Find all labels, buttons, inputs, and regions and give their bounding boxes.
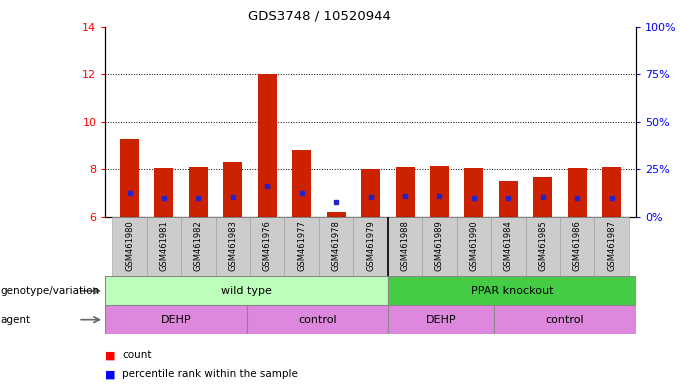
Bar — [491, 217, 526, 276]
Text: GSM461984: GSM461984 — [504, 220, 513, 271]
Text: agent: agent — [0, 314, 30, 325]
Bar — [319, 217, 354, 276]
Bar — [223, 162, 242, 217]
Bar — [560, 217, 594, 276]
Bar — [354, 217, 388, 276]
Text: GSM461988: GSM461988 — [401, 220, 409, 271]
Text: percentile rank within the sample: percentile rank within the sample — [122, 369, 299, 379]
Bar — [258, 74, 277, 217]
Bar — [250, 217, 284, 276]
Bar — [388, 217, 422, 276]
Text: GSM461981: GSM461981 — [159, 220, 169, 271]
Text: count: count — [122, 350, 152, 360]
Text: PPAR knockout: PPAR knockout — [471, 286, 554, 296]
Text: DEHP: DEHP — [160, 314, 192, 325]
Bar — [494, 305, 636, 334]
Text: control: control — [299, 314, 337, 325]
Bar — [105, 276, 388, 305]
Text: control: control — [546, 314, 584, 325]
Bar — [361, 169, 380, 217]
Text: GSM461990: GSM461990 — [469, 220, 479, 271]
Bar — [457, 217, 491, 276]
Text: GSM461987: GSM461987 — [607, 220, 616, 271]
Text: genotype/variation: genotype/variation — [0, 286, 99, 296]
Bar — [120, 139, 139, 217]
Bar — [388, 276, 636, 305]
Text: ■: ■ — [105, 369, 116, 379]
Text: GSM461977: GSM461977 — [297, 220, 306, 271]
Bar — [568, 168, 587, 217]
Bar — [216, 217, 250, 276]
Bar — [189, 167, 208, 217]
Text: GSM461976: GSM461976 — [262, 220, 272, 271]
Text: ■: ■ — [105, 350, 116, 360]
Bar — [422, 217, 457, 276]
Bar — [181, 217, 216, 276]
Bar — [464, 168, 483, 217]
Text: GSM461982: GSM461982 — [194, 220, 203, 271]
Bar — [594, 217, 629, 276]
Bar — [112, 217, 147, 276]
Bar — [105, 305, 247, 334]
Bar — [147, 217, 181, 276]
Bar — [602, 167, 621, 217]
Text: GSM461989: GSM461989 — [435, 220, 444, 271]
Text: GSM461978: GSM461978 — [332, 220, 341, 271]
Bar — [430, 166, 449, 217]
Text: GSM461985: GSM461985 — [539, 220, 547, 271]
Text: DEHP: DEHP — [426, 314, 457, 325]
Text: GSM461980: GSM461980 — [125, 220, 134, 271]
Bar — [526, 217, 560, 276]
Text: GSM461979: GSM461979 — [366, 220, 375, 271]
Bar — [499, 181, 518, 217]
Bar — [533, 177, 552, 217]
Text: GSM461983: GSM461983 — [228, 220, 237, 271]
Bar — [326, 212, 345, 217]
Text: GDS3748 / 10520944: GDS3748 / 10520944 — [248, 10, 391, 23]
Bar — [388, 305, 494, 334]
Bar — [154, 168, 173, 217]
Bar — [284, 217, 319, 276]
Bar — [292, 151, 311, 217]
Text: GSM461986: GSM461986 — [573, 220, 582, 271]
Bar — [247, 305, 388, 334]
Text: wild type: wild type — [222, 286, 272, 296]
Bar — [396, 167, 415, 217]
